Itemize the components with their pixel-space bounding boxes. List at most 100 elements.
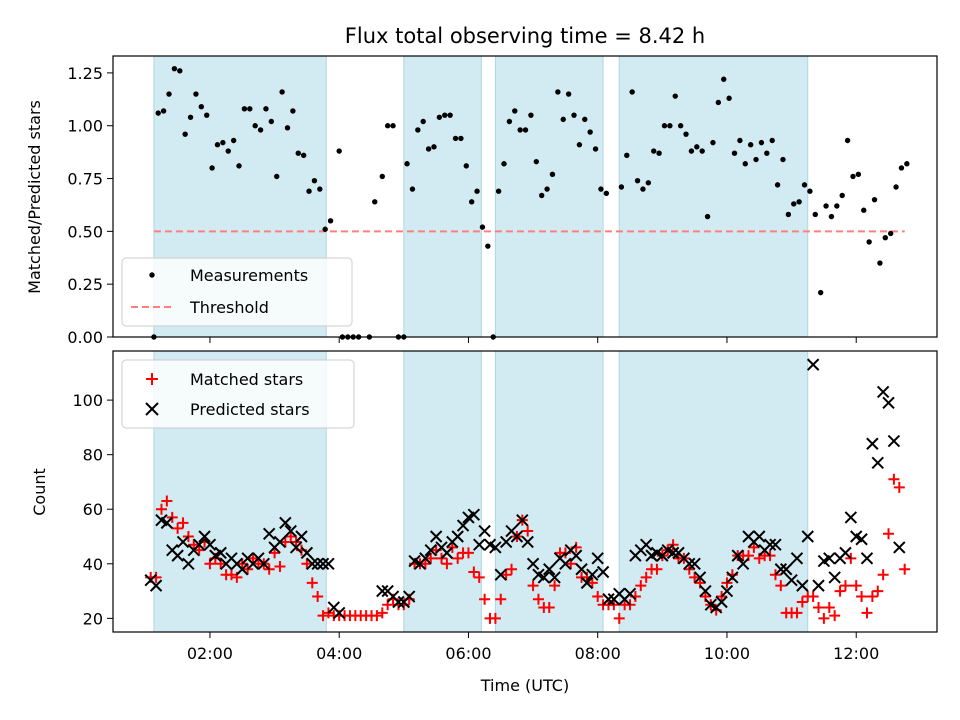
measurement-point	[656, 150, 662, 156]
measurement-point	[468, 199, 475, 205]
matched-star-point	[791, 607, 803, 619]
matched-star-point	[834, 585, 846, 597]
measurement-point	[828, 213, 835, 220]
predicted-star-point	[623, 587, 637, 601]
matched-star-point	[495, 593, 507, 605]
top-x-ticks	[209, 337, 857, 343]
legend-matched-marker	[146, 373, 158, 385]
measurement-point	[618, 184, 625, 190]
predicted-star-point	[214, 546, 227, 560]
predicted-star-point	[543, 563, 556, 576]
measurement-point	[166, 91, 172, 97]
matched-star-point	[489, 612, 501, 624]
matched-star-point	[269, 547, 281, 559]
measurement-point	[742, 161, 748, 167]
predicted-star-point	[763, 538, 777, 551]
matched-star-point	[586, 577, 598, 589]
matched-star-point	[172, 522, 184, 534]
top-legend: Measurements Threshold	[121, 257, 353, 327]
legend-predicted-marker	[145, 402, 159, 416]
measurement-point	[225, 148, 231, 154]
predicted-star-point	[516, 513, 529, 527]
measurement-point	[645, 180, 652, 186]
measurement-points	[151, 65, 910, 340]
matched-star-point	[635, 580, 647, 592]
matched-star-point	[807, 591, 819, 603]
predicted-star-point	[839, 546, 852, 560]
predicted-star-point	[300, 546, 314, 560]
predicted-star-point	[796, 579, 809, 592]
predicted-star-point	[586, 568, 599, 581]
predicted-star-point	[289, 541, 303, 554]
x-axis-label: Time (UTC)	[480, 676, 569, 695]
measurement-point	[823, 203, 829, 209]
measurement-point	[306, 188, 312, 194]
predicted-star-point	[456, 519, 470, 532]
matched-star-point	[532, 593, 544, 605]
measurement-point	[379, 173, 385, 180]
predicted-star-point	[844, 511, 858, 524]
measurement-point	[198, 104, 205, 110]
matched-star-point	[796, 596, 808, 608]
predicted-star-point	[419, 552, 432, 565]
x-tick-label: 08:00	[575, 644, 621, 663]
measurement-point	[764, 150, 770, 156]
bottom-y-axis-label: Count	[30, 468, 49, 516]
measurement-point	[555, 89, 561, 95]
predicted-star-point	[736, 557, 750, 571]
bottom-x-ticks: 02:00 04:00 06:00 08:00 10:00 12:00	[187, 632, 879, 663]
matched-star-point	[522, 525, 534, 537]
measurement-point	[587, 129, 593, 135]
measurement-point	[871, 196, 878, 203]
top-y-tick-label: 1.25	[67, 64, 103, 83]
x-tick-label: 02:00	[187, 644, 233, 663]
measurement-point	[758, 139, 765, 146]
measurement-point	[796, 199, 802, 205]
legend-matched-label: Matched stars	[190, 370, 303, 389]
measurement-point	[214, 142, 221, 148]
matched-star-point	[823, 601, 835, 613]
matched-star-point	[651, 563, 663, 575]
matched-star-point	[592, 591, 604, 603]
measurement-point	[425, 146, 432, 152]
measurement-point	[522, 127, 529, 133]
top-y-ticks: 0.00 0.25 0.50 0.75 1.00 1.25	[67, 64, 113, 347]
measurement-point	[177, 68, 183, 74]
measurement-point	[252, 123, 258, 129]
measurement-point	[420, 118, 426, 125]
measurement-point	[512, 108, 518, 114]
measurement-point	[571, 112, 577, 118]
predicted-star-point	[149, 579, 163, 592]
measurement-point	[463, 163, 469, 169]
predicted-star-point	[666, 546, 680, 560]
predicted-star-point	[893, 541, 906, 554]
measurement-point	[247, 106, 253, 112]
predicted-star-point	[774, 563, 788, 576]
predicted-stars-points	[144, 358, 906, 620]
measurement-point	[479, 224, 486, 230]
predicted-star-point	[812, 579, 825, 592]
measurement-point	[721, 76, 727, 82]
matched-star-point	[861, 607, 873, 619]
top-y-tick-label: 0.25	[67, 275, 103, 294]
matched-star-point	[888, 473, 900, 485]
top-y-axis-label: Matched/Predicted stars	[25, 100, 44, 294]
predicted-star-point	[860, 552, 874, 565]
predicted-star-point	[580, 576, 594, 590]
matched-star-point	[306, 577, 318, 589]
predicted-star-point	[871, 456, 884, 470]
predicted-star-point	[306, 557, 319, 571]
measurement-point	[661, 123, 668, 129]
measurement-point	[506, 118, 513, 125]
measurement-point	[898, 165, 905, 171]
measurement-point	[807, 188, 813, 194]
measurement-point	[565, 91, 572, 97]
predicted-star-point	[591, 552, 604, 565]
measurement-point	[592, 146, 599, 152]
bottom-y-tick-label: 40	[83, 555, 103, 574]
predicted-star-point	[720, 584, 734, 598]
matched-star-point	[274, 561, 286, 573]
predicted-star-point	[467, 508, 481, 521]
matched-star-point	[813, 601, 825, 613]
